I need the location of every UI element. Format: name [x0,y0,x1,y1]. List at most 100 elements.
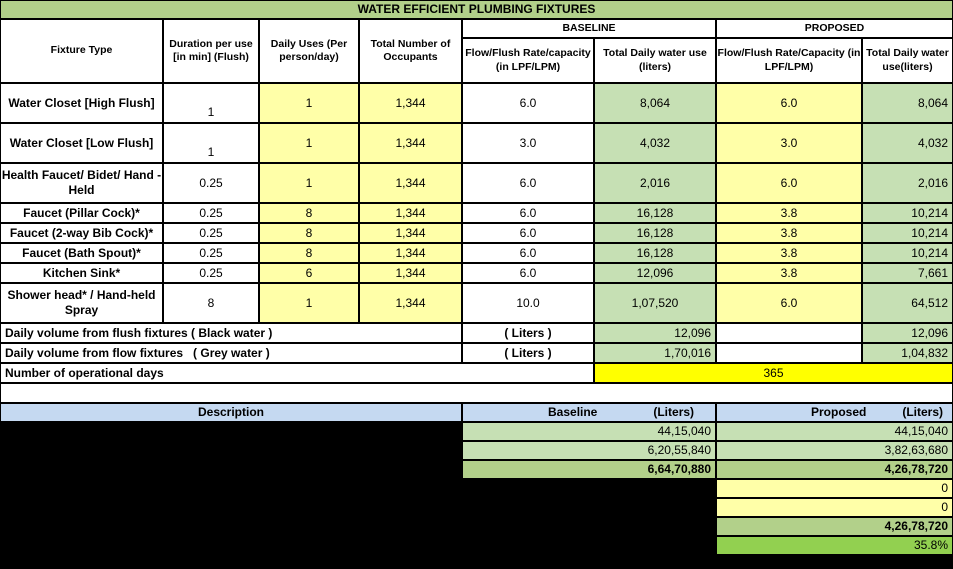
row-occupants: 1,344 [359,83,462,123]
row-uses: 1 [259,123,359,163]
row-fixture: Faucet (Bath Spout)* [0,243,163,263]
row-fixture: Kitchen Sink* [0,263,163,283]
flow-label: Daily volume from flow fixtures ( Grey w… [0,343,462,363]
row-base-flow: 6.0 [462,163,594,203]
table-title: WATER EFFICIENT PLUMBING FIXTURES [0,0,953,19]
summary-proposed-header: Proposed (Liters) [716,403,953,422]
row-fixture: Health Faucet/ Bidet/ Hand - Held [0,163,163,203]
header-proposed-total: Total Daily water use(liters) [862,38,953,83]
header-duration: Duration per use [in min] (Flush) [163,19,259,83]
row-prop-total: 64,512 [862,283,953,323]
flow-blank [716,343,862,363]
row-prop-total: 8,064 [862,83,953,123]
row-duration: 0.25 [163,263,259,283]
row-occupants: 1,344 [359,223,462,243]
header-baseline: BASELINE [462,19,716,38]
row-base-flow: 6.0 [462,203,594,223]
row-prop-total: 4,032 [862,123,953,163]
row-prop-flow: 3.8 [716,203,862,223]
summary-baseline-value: 44,15,040 [462,422,716,441]
flow-unit: ( Liters ) [462,343,594,363]
row-occupants: 1,344 [359,163,462,203]
row-duration: 8 [163,283,259,323]
summary-savings-percent: 35.8% [716,536,953,555]
row-prop-flow: 6.0 [716,283,862,323]
row-prop-flow: 3.8 [716,263,862,283]
summary-baseline-unit: (Liters) [653,405,695,419]
row-occupants: 1,344 [359,203,462,223]
summary-proposed-value: 0 [716,498,953,517]
row-duration: 0.25 [163,203,259,223]
row-uses: 8 [259,243,359,263]
row-base-flow: 6.0 [462,223,594,243]
header-occupants: Total Number of Occupants [359,19,462,83]
row-prop-flow: 6.0 [716,83,862,123]
row-uses: 1 [259,283,359,323]
row-duration: 1 [163,123,259,163]
header-proposed-flow: Flow/Flush Rate/Capacity (in LPF/LPM) [716,38,862,83]
row-occupants: 1,344 [359,123,462,163]
summary-proposed-value: 4,26,78,720 [716,460,953,479]
summary-proposed-head: Proposed [811,405,867,419]
row-base-total: 16,128 [594,223,716,243]
row-base-total: 16,128 [594,243,716,263]
spacer-row [0,383,953,403]
summary-proposed-value: 4,26,78,720 [716,517,953,536]
row-fixture: Shower head* / Hand-held Spray [0,283,163,323]
row-base-total: 1,07,520 [594,283,716,323]
row-occupants: 1,344 [359,283,462,323]
row-prop-flow: 6.0 [716,163,862,203]
summary-baseline-head: Baseline [548,405,598,419]
flow-baseline: 1,70,016 [594,343,716,363]
header-proposed: PROPOSED [716,19,953,38]
row-base-flow: 6.0 [462,243,594,263]
summary-proposed-unit: (Liters) [902,405,944,419]
summary-proposed-value: 44,15,040 [716,422,953,441]
row-base-flow: 10.0 [462,283,594,323]
row-duration: 0.25 [163,243,259,263]
row-prop-flow: 3.8 [716,243,862,263]
flush-baseline: 12,096 [594,323,716,343]
row-prop-flow: 3.8 [716,223,862,243]
flush-blank [716,323,862,343]
row-prop-flow: 3.0 [716,123,862,163]
row-base-flow: 6.0 [462,83,594,123]
row-duration: 0.25 [163,163,259,203]
row-occupants: 1,344 [359,243,462,263]
row-uses: 1 [259,163,359,203]
row-fixture: Water Closet [Low Flush] [0,123,163,163]
flush-label: Daily volume from flush fixtures ( Black… [0,323,462,343]
row-base-total: 12,096 [594,263,716,283]
row-fixture: Faucet (2-way Bib Cock)* [0,223,163,243]
header-daily-uses: Daily Uses (Per person/day) [259,19,359,83]
row-prop-total: 2,016 [862,163,953,203]
row-occupants: 1,344 [359,263,462,283]
flush-proposed: 12,096 [862,323,953,343]
days-value: 365 [594,363,953,383]
summary-proposed-value: 3,82,63,680 [716,441,953,460]
summary-proposed-value: 0 [716,479,953,498]
summary-baseline-value: 6,20,55,840 [462,441,716,460]
row-fixture: Water Closet [High Flush] [0,83,163,123]
row-base-total: 16,128 [594,203,716,223]
row-prop-total: 10,214 [862,243,953,263]
row-prop-total: 7,661 [862,263,953,283]
row-uses: 8 [259,203,359,223]
summary-baseline-value: 6,64,70,880 [462,460,716,479]
summary-description-header: Description [0,403,462,422]
row-base-flow: 6.0 [462,263,594,283]
row-base-flow: 3.0 [462,123,594,163]
header-baseline-flow: Flow/Flush Rate/capacity (in LPF/LPM) [462,38,594,83]
row-uses: 8 [259,223,359,243]
header-baseline-total: Total Daily water use (liters) [594,38,716,83]
row-fixture: Faucet (Pillar Cock)* [0,203,163,223]
row-base-total: 4,032 [594,123,716,163]
flow-proposed: 1,04,832 [862,343,953,363]
row-base-total: 8,064 [594,83,716,123]
flush-unit: ( Liters ) [462,323,594,343]
row-base-total: 2,016 [594,163,716,203]
row-uses: 6 [259,263,359,283]
row-duration: 1 [163,83,259,123]
row-prop-total: 10,214 [862,203,953,223]
